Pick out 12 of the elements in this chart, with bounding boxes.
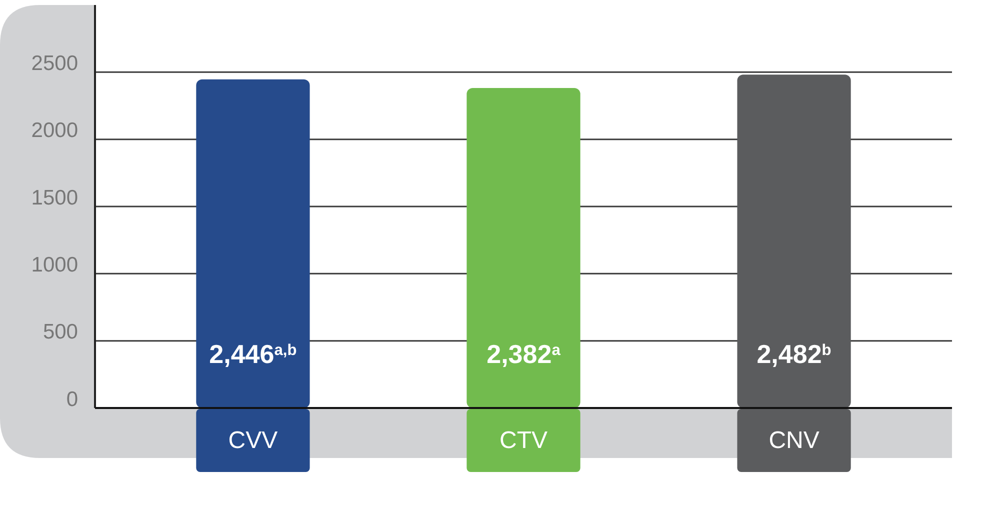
- data-label: 2,382$^{a}$: [486, 339, 561, 369]
- data-label: 2,482$^{b}$: [756, 339, 832, 369]
- x-tick-label: CVV: [228, 427, 278, 454]
- y-tick-label: 1500: [31, 186, 78, 210]
- y-tick-label: 2500: [31, 52, 78, 76]
- y-tick-label: 1000: [31, 254, 78, 277]
- y-tick-label: 2000: [31, 119, 78, 142]
- data-label: 2,446$^{a,b}$: [209, 339, 297, 369]
- x-tick-label: CTV: [500, 427, 548, 454]
- x-tick-label: CNV: [768, 427, 820, 454]
- y-tick-label: 500: [42, 320, 78, 344]
- y-tick-label: 0: [66, 388, 78, 411]
